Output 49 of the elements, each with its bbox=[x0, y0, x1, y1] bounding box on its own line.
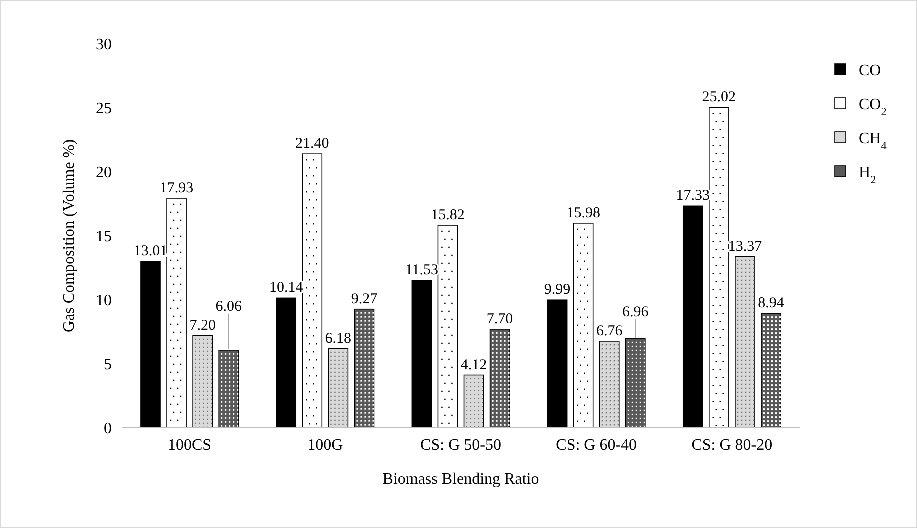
bar bbox=[302, 154, 323, 428]
legend-label: CH$_{4}$ bbox=[859, 130, 888, 153]
data-label: 7.20 bbox=[190, 318, 216, 334]
data-label: 11.53 bbox=[405, 262, 439, 278]
bar bbox=[276, 298, 297, 428]
x-tick-label: CS: G 60-40 bbox=[556, 437, 638, 454]
data-label: 15.98 bbox=[566, 205, 600, 222]
data-label: 9.99 bbox=[544, 282, 571, 298]
bar bbox=[140, 261, 161, 428]
x-tick-label: 100CS bbox=[168, 437, 212, 454]
data-label: 13.37 bbox=[728, 238, 763, 255]
data-label: 6.76 bbox=[596, 323, 624, 340]
data-label: 15.82 bbox=[431, 208, 465, 224]
legend-label: H$_{2}$ bbox=[859, 164, 876, 187]
legend-label: CO bbox=[859, 62, 882, 80]
data-label: 21.40 bbox=[296, 136, 330, 152]
y-tick-label: 25 bbox=[96, 100, 112, 118]
x-axis-title: Biomass Blending Ratio bbox=[382, 471, 540, 488]
bar bbox=[464, 374, 484, 428]
data-label: 25.02 bbox=[702, 90, 736, 106]
data-label: 9.27 bbox=[351, 291, 378, 308]
bar bbox=[192, 335, 213, 428]
y-tick-label: 10 bbox=[96, 292, 112, 310]
bar bbox=[328, 348, 349, 428]
data-label: 6.96 bbox=[622, 304, 650, 320]
bar bbox=[547, 300, 568, 428]
bar bbox=[412, 280, 432, 428]
x-tick-label: CS: G 80-20 bbox=[692, 437, 773, 454]
legend-label: CO$_{2}$ bbox=[859, 96, 887, 119]
y-tick-label: 20 bbox=[96, 164, 112, 182]
data-label: 7.70 bbox=[486, 311, 514, 328]
data-label: 17.93 bbox=[160, 180, 194, 196]
y-tick-label: 15 bbox=[96, 228, 112, 246]
y-tick-label: 0 bbox=[104, 420, 112, 438]
x-tick-label: 100G bbox=[308, 437, 344, 454]
bar bbox=[735, 256, 756, 428]
y-axis-title: Gas Composition (Volume %) bbox=[61, 139, 78, 333]
data-label: 6.06 bbox=[216, 298, 242, 315]
bar bbox=[166, 198, 187, 428]
y-tick-label: 30 bbox=[96, 36, 112, 54]
bar bbox=[438, 225, 458, 428]
bar bbox=[573, 223, 594, 428]
y-tick-label: 5 bbox=[104, 356, 112, 374]
x-tick-label: CS: G 50-50 bbox=[420, 437, 502, 454]
data-label: 6.18 bbox=[325, 330, 352, 347]
data-label: 4.12 bbox=[460, 357, 488, 374]
data-label: 8.94 bbox=[758, 296, 785, 312]
bar bbox=[709, 107, 730, 428]
bar bbox=[682, 206, 704, 428]
